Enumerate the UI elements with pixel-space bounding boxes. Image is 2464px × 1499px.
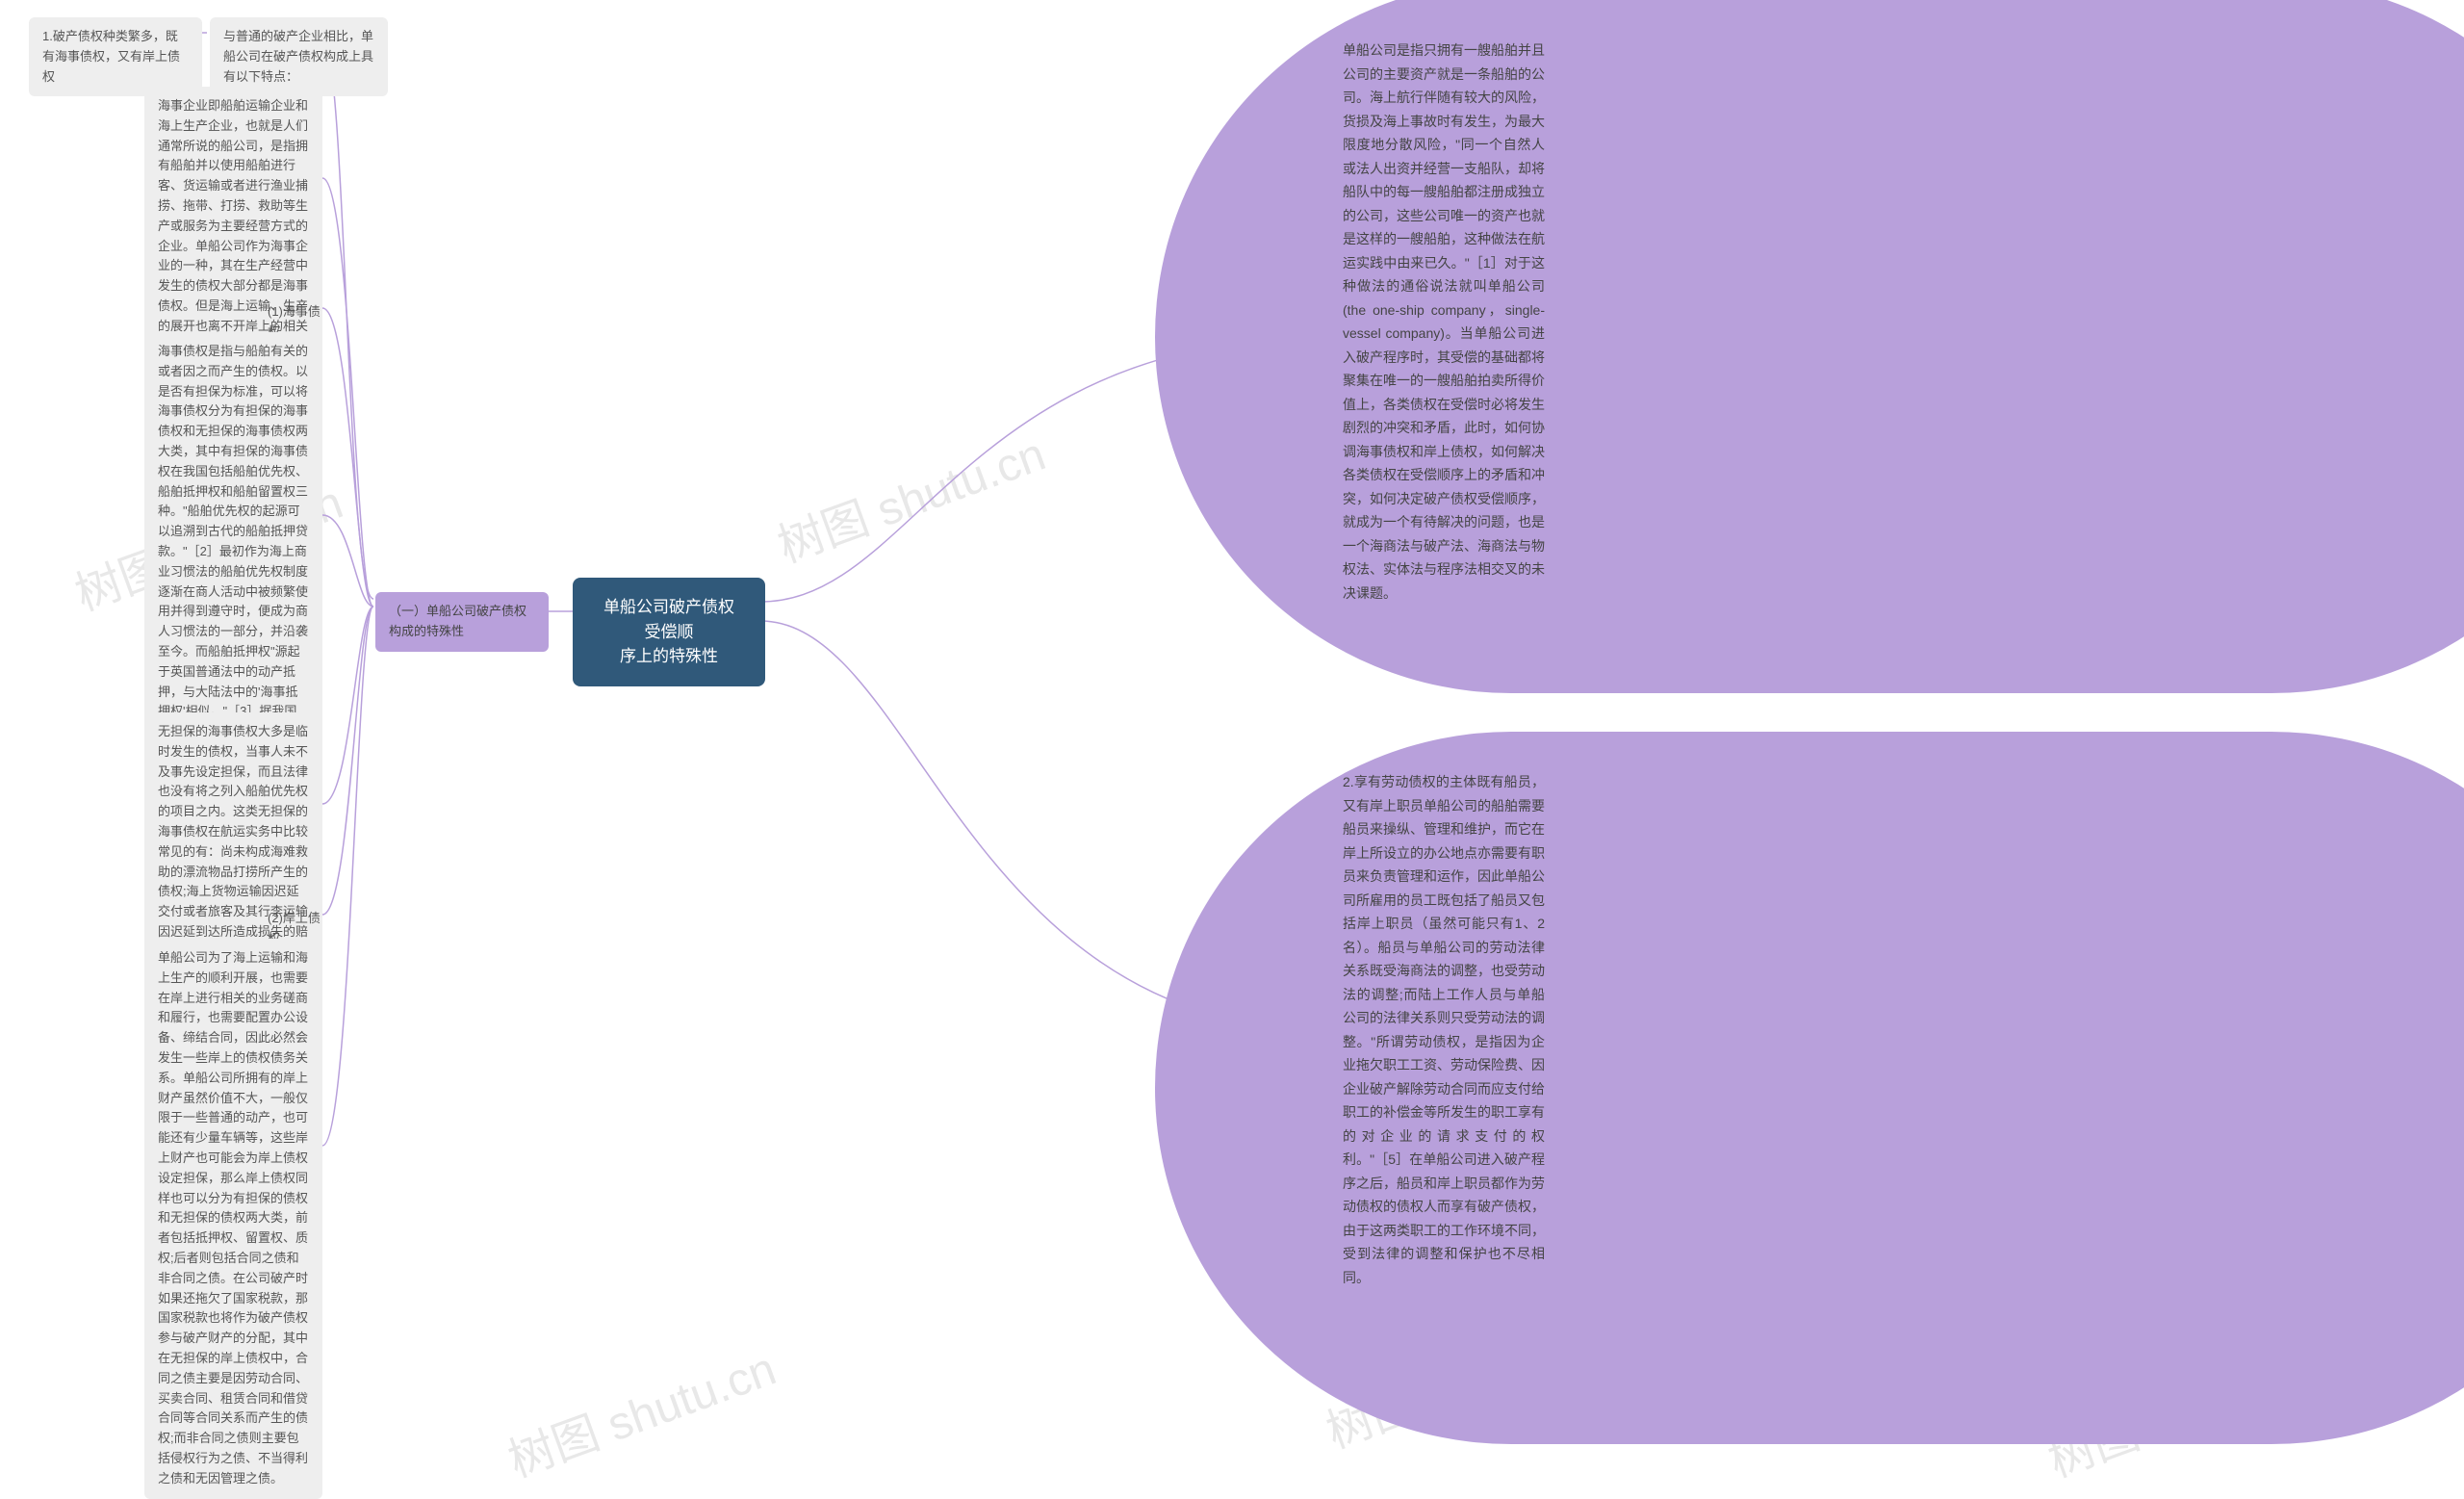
center-line1: 单船公司破产债权受偿顺 xyxy=(603,598,734,641)
left-lvl2-text: （一）单船公司破产债权构成的特殊性 xyxy=(389,604,526,638)
pill-bridge-2 xyxy=(1511,732,2272,1444)
sub2-body-text: 单船公司为了海上运输和海上生产的顺利开展，也需要在岸上进行相关的业务磋商和履行，… xyxy=(158,950,308,1486)
center-node: 单船公司破产债权受偿顺 序上的特殊性 xyxy=(573,578,765,686)
center-line2: 序上的特殊性 xyxy=(620,647,718,665)
circle2-text-content: 2.享有劳动债权的主体既有船员，又有岸上职员单船公司的船舶需要船员来操纵、管理和… xyxy=(1343,774,1545,1285)
circle2-text: 2.享有劳动债权的主体既有船员，又有岸上职员单船公司的船舶需要船员来操纵、管理和… xyxy=(1343,770,1545,1289)
watermark: 树图 shutu.cn xyxy=(767,416,1053,575)
sub2-body: 单船公司为了海上运输和海上生产的顺利开展，也需要在岸上进行相关的业务磋商和履行，… xyxy=(144,939,322,1499)
circle1-text: 单船公司是指只拥有一艘船舶并且公司的主要资产就是一条船舶的公司。海上航行伴随有较… xyxy=(1343,39,1545,605)
left-header: 与普通的破产企业相比，单船公司在破产债权构成上具有以下特点： xyxy=(210,17,388,96)
item1-title-text: 1.破产债权种类繁多，既有海事债权，又有岸上债权 xyxy=(42,29,180,84)
item1-title: 1.破产债权种类繁多，既有海事债权，又有岸上债权 xyxy=(29,17,202,96)
left-header-text: 与普通的破产企业相比，单船公司在破产债权构成上具有以下特点： xyxy=(223,29,373,84)
circle1-text-content: 单船公司是指只拥有一艘船舶并且公司的主要资产就是一条船舶的公司。海上航行伴随有较… xyxy=(1343,42,1545,601)
pill-bridge-1 xyxy=(1511,0,2272,693)
left-lvl2: （一）单船公司破产债权构成的特殊性 xyxy=(375,592,549,652)
watermark: 树图 shutu.cn xyxy=(498,1331,783,1489)
